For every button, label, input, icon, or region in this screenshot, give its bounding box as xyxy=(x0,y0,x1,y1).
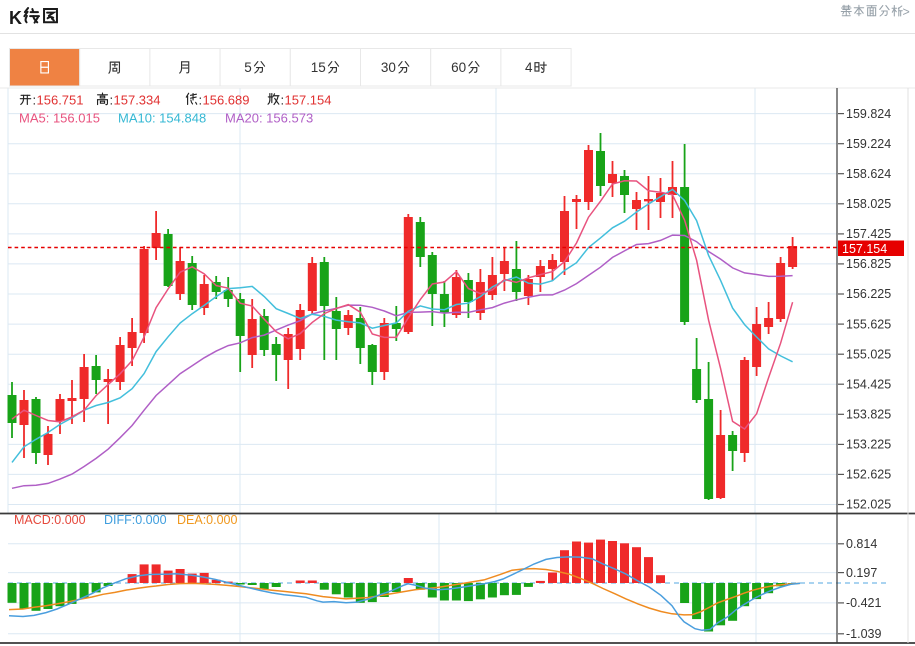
svg-text:156.689: 156.689 xyxy=(203,93,250,108)
svg-text::: : xyxy=(110,93,114,108)
svg-text:0.814: 0.814 xyxy=(846,537,877,551)
svg-text:MA5: 156.015: MA5: 156.015 xyxy=(19,111,100,126)
svg-text:157.154: 157.154 xyxy=(285,93,332,108)
svg-text:0.197: 0.197 xyxy=(846,566,877,580)
svg-text:5: 5 xyxy=(244,60,252,75)
svg-text:K: K xyxy=(9,8,22,28)
svg-text:153.225: 153.225 xyxy=(846,438,891,452)
svg-text:158.025: 158.025 xyxy=(846,197,891,211)
svg-text:155.025: 155.025 xyxy=(846,347,891,361)
svg-text:152.625: 152.625 xyxy=(846,468,891,482)
svg-text:158.624: 158.624 xyxy=(846,167,891,181)
svg-text:155.625: 155.625 xyxy=(846,317,891,331)
svg-text:157.425: 157.425 xyxy=(846,227,891,241)
svg-text:152.025: 152.025 xyxy=(846,498,891,512)
svg-text:157.154: 157.154 xyxy=(842,242,887,256)
svg-text:156.225: 156.225 xyxy=(846,287,891,301)
svg-text:MACD:0.000: MACD:0.000 xyxy=(14,513,86,527)
svg-text::: : xyxy=(281,93,285,108)
svg-text:154.425: 154.425 xyxy=(846,377,891,391)
svg-text:DIFF:0.000: DIFF:0.000 xyxy=(104,513,167,527)
svg-text::: : xyxy=(33,93,37,108)
svg-text:15: 15 xyxy=(311,60,326,75)
svg-text:153.825: 153.825 xyxy=(846,408,891,422)
svg-text:>: > xyxy=(903,5,910,19)
svg-text:MA10: 154.848: MA10: 154.848 xyxy=(118,111,206,126)
svg-text:-0.421: -0.421 xyxy=(846,596,881,610)
svg-text::: : xyxy=(199,93,203,108)
svg-text:159.824: 159.824 xyxy=(846,107,891,121)
svg-text:156.825: 156.825 xyxy=(846,257,891,271)
svg-text:60: 60 xyxy=(451,60,466,75)
svg-text:MA20: 156.573: MA20: 156.573 xyxy=(225,111,313,126)
svg-text:159.224: 159.224 xyxy=(846,137,891,151)
svg-text:DEA:0.000: DEA:0.000 xyxy=(177,513,238,527)
svg-text:30: 30 xyxy=(381,60,396,75)
svg-text:157.334: 157.334 xyxy=(114,93,161,108)
svg-text:156.751: 156.751 xyxy=(37,93,84,108)
svg-text:-1.039: -1.039 xyxy=(846,627,881,641)
svg-text:4: 4 xyxy=(525,60,533,75)
